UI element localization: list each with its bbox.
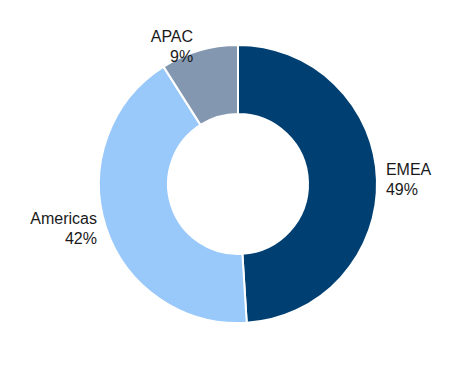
svg-text:9%: 9%: [170, 48, 193, 65]
svg-text:Americas: Americas: [30, 210, 97, 227]
svg-text:APAC: APAC: [151, 28, 193, 45]
svg-text:42%: 42%: [65, 230, 97, 247]
svg-text:EMEA: EMEA: [386, 161, 432, 178]
svg-text:49%: 49%: [386, 181, 418, 198]
